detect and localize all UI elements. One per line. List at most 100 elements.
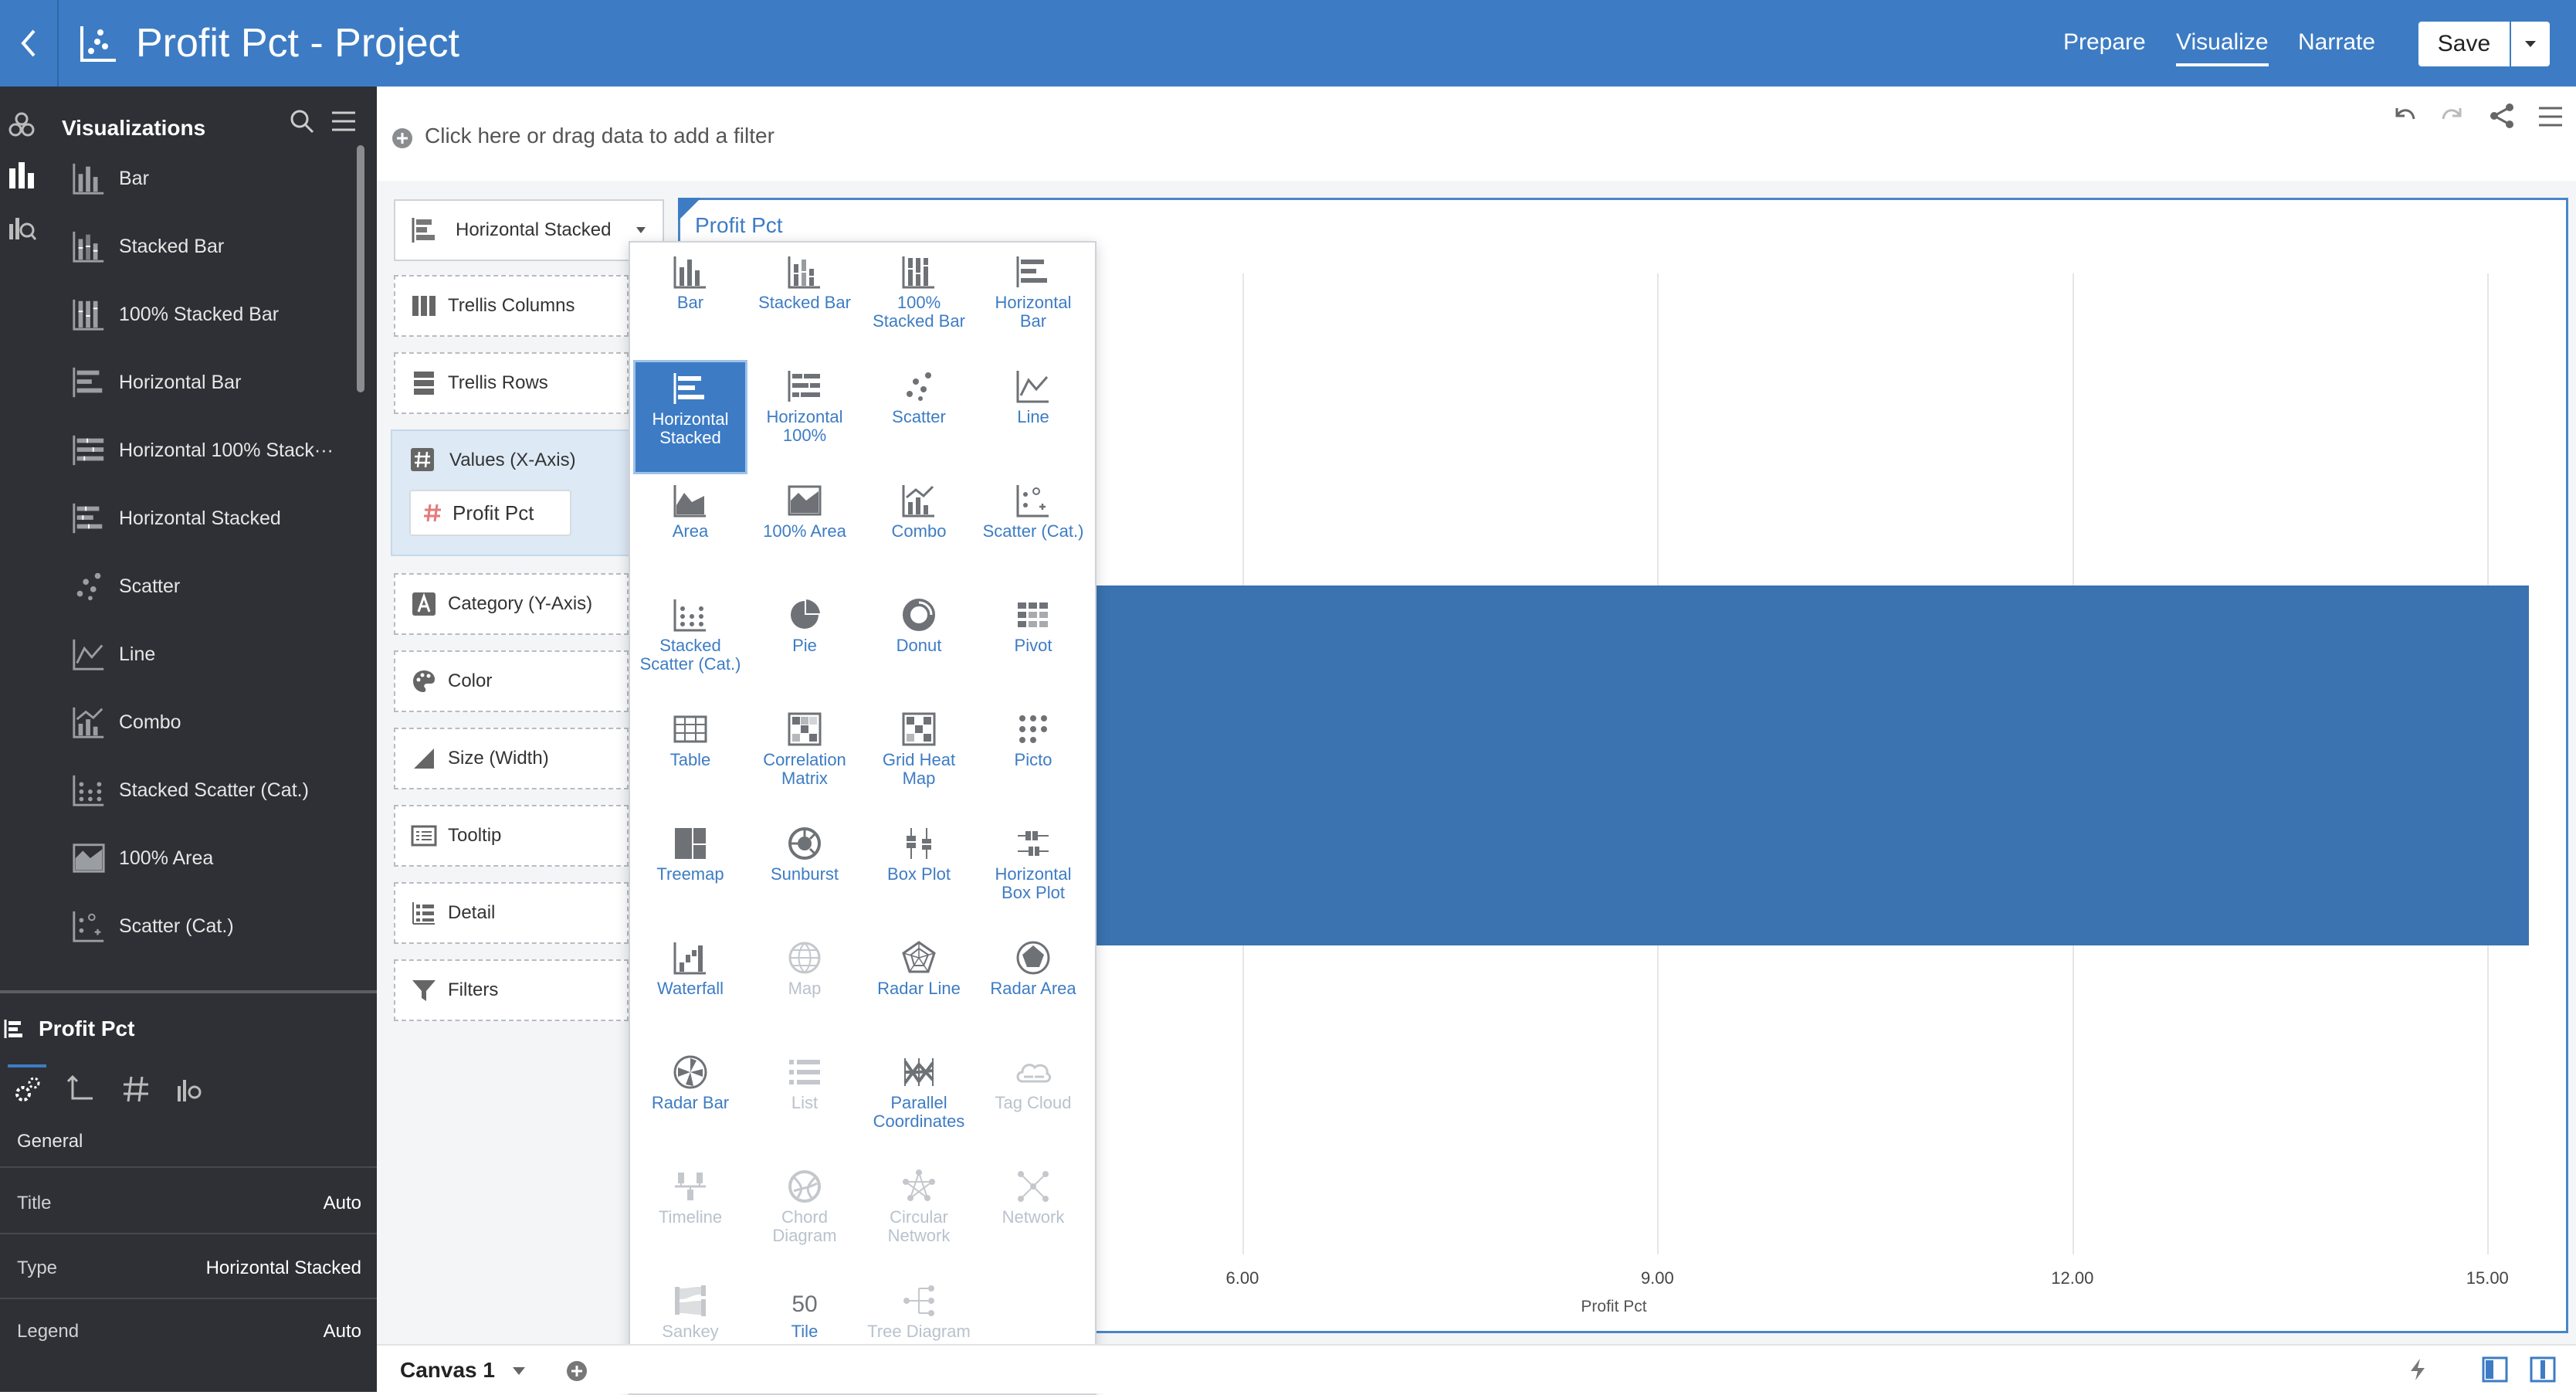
sidebar-item[interactable]: Horizontal Bar: [71, 355, 349, 409]
viz-option[interactable]: 100% Area: [747, 474, 862, 589]
visualizations-icon[interactable]: [6, 161, 37, 192]
tab-prepare[interactable]: Prepare: [2063, 29, 2146, 55]
viz-option[interactable]: 50 Tile: [747, 1275, 862, 1389]
sidebar-item[interactable]: Horizontal Stacked: [71, 491, 349, 545]
viz-option[interactable]: Table: [633, 703, 747, 817]
scrollbar[interactable]: [357, 145, 364, 392]
viz-option[interactable]: Network: [976, 1160, 1090, 1275]
viz-option[interactable]: Horizontal Box Plot: [976, 817, 1090, 932]
viz-option[interactable]: 100% Stacked Bar: [862, 246, 976, 360]
viz-option[interactable]: Horizontal 100%: [747, 360, 862, 474]
tab-narrate[interactable]: Narrate: [2298, 29, 2376, 55]
data-elements-icon[interactable]: [6, 110, 37, 141]
viz-option[interactable]: Line: [976, 360, 1090, 474]
sidebar-item[interactable]: Stacked Scatter (Cat.): [71, 763, 349, 817]
share-icon[interactable]: [2488, 102, 2516, 130]
sidebar-item[interactable]: Line: [71, 627, 349, 681]
viz-option[interactable]: Parallel Coordinates: [862, 1046, 976, 1160]
detail-zone[interactable]: Detail: [394, 882, 629, 944]
settings-gears-icon[interactable]: [12, 1074, 43, 1105]
sidebar-item[interactable]: 100% Stacked Bar: [71, 287, 349, 341]
back-button[interactable]: [0, 0, 59, 87]
search-icon[interactable]: [289, 108, 315, 134]
sidebar-item[interactable]: Scatter: [71, 559, 349, 613]
toggle-grammar-panel-icon[interactable]: [2530, 1356, 2556, 1383]
viz-option[interactable]: Timeline: [633, 1160, 747, 1275]
tooltip-zone[interactable]: Tooltip: [394, 805, 629, 867]
property-value[interactable]: Auto: [323, 1321, 361, 1342]
add-canvas-icon[interactable]: [565, 1359, 588, 1383]
sidebar-item[interactable]: Combo: [71, 695, 349, 749]
chart-bar[interactable]: [1081, 585, 2530, 945]
viz-option[interactable]: Chord Diagram: [747, 1160, 862, 1275]
toggle-left-panel-icon[interactable]: [2482, 1356, 2508, 1383]
viz-option[interactable]: Horizontal Stacked: [633, 360, 747, 474]
sidebar-item[interactable]: Bar: [71, 151, 349, 205]
menu-icon[interactable]: [330, 110, 357, 133]
trellis-columns-zone[interactable]: Trellis Columns: [394, 275, 629, 337]
viz-option[interactable]: Map: [747, 932, 862, 1046]
analytics-tab-icon[interactable]: [175, 1074, 205, 1105]
canvas-tab[interactable]: Canvas 1: [400, 1358, 495, 1382]
property-value[interactable]: Auto: [323, 1193, 361, 1213]
viz-option[interactable]: Area: [633, 474, 747, 589]
undo-icon[interactable]: [2391, 104, 2418, 128]
axis-icon[interactable]: [65, 1074, 96, 1105]
viz-option[interactable]: Bar: [633, 246, 747, 360]
property-row-type[interactable]: Type Horizontal Stacked: [0, 1233, 377, 1296]
caret-down-icon[interactable]: [511, 1366, 527, 1376]
size-width-zone[interactable]: Size (Width): [394, 728, 629, 789]
area-100-icon: [788, 485, 822, 516]
filter-placeholder[interactable]: Click here or drag data to add a filter: [425, 124, 774, 148]
trellis-rows-zone[interactable]: Trellis Rows: [394, 352, 629, 414]
viz-option[interactable]: Circular Network: [862, 1160, 976, 1275]
viz-option[interactable]: Horizontal Bar: [976, 246, 1090, 360]
viz-option[interactable]: Waterfall: [633, 932, 747, 1046]
viz-option[interactable]: Donut: [862, 589, 976, 703]
viz-option[interactable]: Radar Line: [862, 932, 976, 1046]
x-tick-label: 15.00: [2466, 1268, 2509, 1288]
viz-option[interactable]: Combo: [862, 474, 976, 589]
property-value[interactable]: Horizontal Stacked: [205, 1258, 361, 1278]
page-menu-icon[interactable]: [2537, 105, 2564, 128]
viz-option[interactable]: Scatter: [862, 360, 976, 474]
panel-divider[interactable]: [0, 990, 377, 993]
tab-visualize[interactable]: Visualize: [2176, 29, 2269, 66]
viz-option[interactable]: Tree Diagram: [862, 1275, 976, 1389]
sidebar-item[interactable]: 100% Area: [71, 831, 349, 885]
filters-zone[interactable]: Filters: [394, 959, 629, 1021]
viz-option[interactable]: Pie: [747, 589, 862, 703]
viz-option[interactable]: Sankey: [633, 1275, 747, 1389]
viz-option[interactable]: Treemap: [633, 817, 747, 932]
viz-option[interactable]: Radar Bar: [633, 1046, 747, 1160]
property-row-legend[interactable]: Legend Auto: [0, 1298, 377, 1361]
analytics-icon[interactable]: [6, 212, 37, 243]
profit-pct-chip[interactable]: Profit Pct: [409, 490, 571, 536]
viz-option[interactable]: List: [747, 1046, 862, 1160]
sidebar-item[interactable]: Stacked Bar: [71, 219, 349, 273]
viz-option[interactable]: Radar Area: [976, 932, 1090, 1046]
viz-option[interactable]: Picto: [976, 703, 1090, 817]
save-button[interactable]: Save: [2418, 22, 2510, 66]
sidebar-item[interactable]: Scatter (Cat.): [71, 899, 349, 953]
sidebar-item[interactable]: Horizontal 100% Stack···: [71, 423, 349, 477]
auto-apply-icon[interactable]: [2405, 1356, 2431, 1383]
filter-bar[interactable]: [377, 87, 2576, 182]
viz-option[interactable]: Box Plot: [862, 817, 976, 932]
redo-icon[interactable]: [2439, 104, 2466, 128]
color-zone[interactable]: Color: [394, 650, 629, 712]
add-filter-icon[interactable]: [391, 127, 414, 150]
visualization-type-select[interactable]: Horizontal Stacked: [394, 199, 664, 261]
viz-option[interactable]: Tag Cloud: [976, 1046, 1090, 1160]
viz-option[interactable]: Sunburst: [747, 817, 862, 932]
viz-option[interactable]: Stacked Bar: [747, 246, 862, 360]
number-format-icon[interactable]: [120, 1074, 151, 1105]
property-row-title[interactable]: Title Auto: [0, 1166, 377, 1230]
viz-option[interactable]: Scatter (Cat.): [976, 474, 1090, 589]
viz-option[interactable]: Stacked Scatter (Cat.): [633, 589, 747, 703]
save-menu-button[interactable]: [2511, 22, 2550, 66]
category-y-axis-zone[interactable]: Category (Y-Axis): [394, 573, 629, 635]
viz-option[interactable]: Pivot: [976, 589, 1090, 703]
viz-option[interactable]: Correlation Matrix: [747, 703, 862, 817]
viz-option[interactable]: Grid Heat Map: [862, 703, 976, 817]
